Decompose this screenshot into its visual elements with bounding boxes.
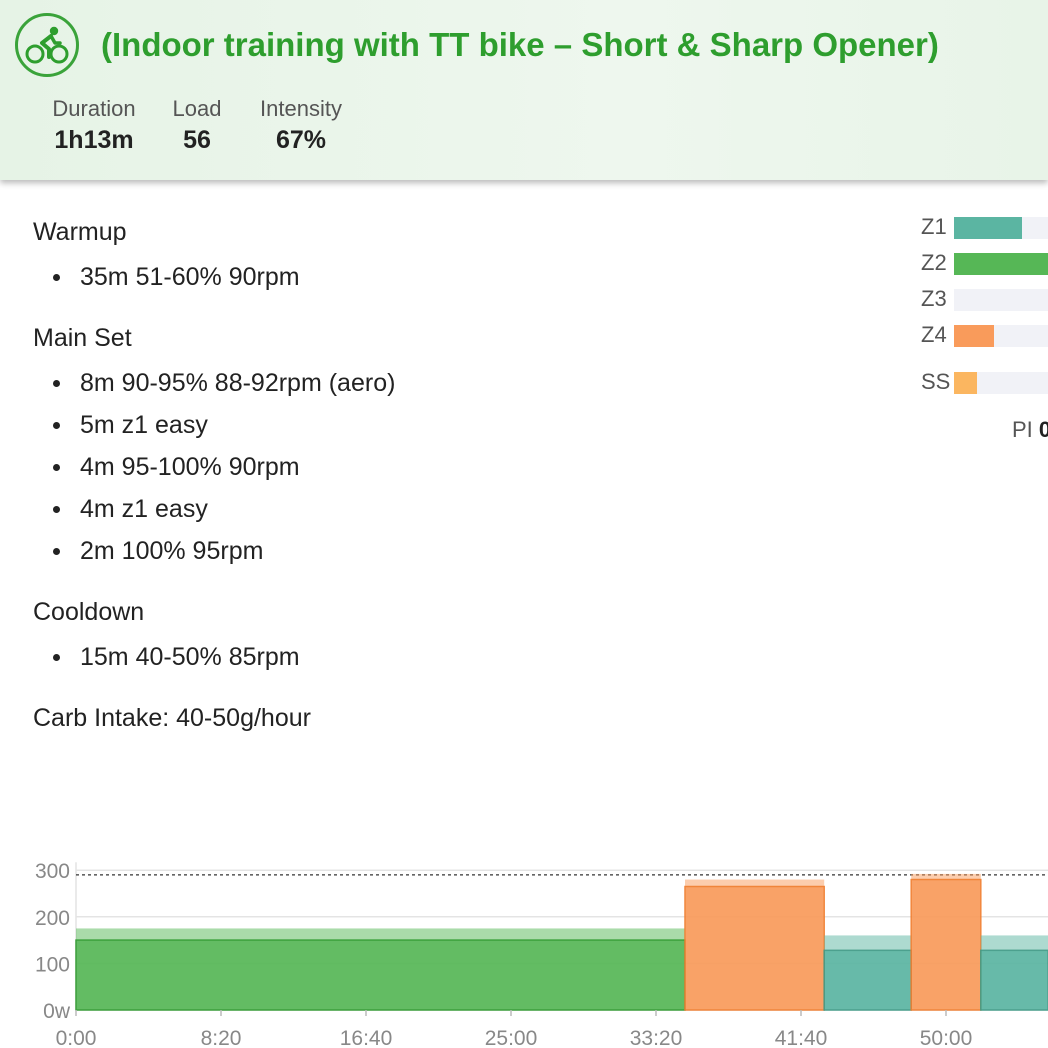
y-tick-label: 100 <box>35 953 70 976</box>
pi-readout: PI 0 <box>1012 417 1048 443</box>
x-tick-label: 8:20 <box>201 1027 242 1048</box>
power-interval-bar <box>980 949 1048 1011</box>
zone-track <box>954 217 1048 239</box>
stat-value: 67% <box>275 126 327 154</box>
zone-label: SS <box>921 369 951 394</box>
step-list: 15m 40-50% 85rpm <box>33 636 395 678</box>
power-interval-bar <box>75 939 686 1011</box>
stat-value: 1h13m <box>54 126 134 154</box>
power-range-band <box>76 928 685 941</box>
stat-value: 56 <box>183 126 211 154</box>
zone-label: Z3 <box>921 286 947 311</box>
zone-label: Z4 <box>921 322 947 347</box>
cycling-icon <box>15 13 79 77</box>
power-range-band <box>980 935 1048 951</box>
power-range-band <box>685 879 825 887</box>
y-tick-label: 200 <box>35 907 70 930</box>
x-tick-label: 16:40 <box>340 1027 393 1048</box>
x-tick-label: 41:40 <box>775 1027 828 1048</box>
step-item: 4m 95-100% 90rpm <box>33 446 395 488</box>
stat-duration: Duration 1h13m <box>48 96 140 155</box>
stat-intensity: Intensity 67% <box>252 96 350 155</box>
y-tick-label: 0w <box>43 1000 71 1023</box>
power-interval-bar <box>684 885 825 1011</box>
x-tick-label: 50:00 <box>920 1027 973 1048</box>
x-tick-label: 0:00 <box>56 1027 97 1048</box>
zone-row-z4: Z4 <box>918 323 1048 347</box>
zone-track <box>954 253 1048 275</box>
zone-row-ss: SS <box>918 370 1048 394</box>
zone-row-z3: Z3 <box>918 287 1048 311</box>
step-item: 4m z1 easy <box>33 488 395 530</box>
zone-bar <box>954 217 1023 239</box>
zone-bar <box>954 325 994 347</box>
power-interval-bar <box>823 949 912 1011</box>
stat-label: Load <box>172 96 222 121</box>
zone-row-z2: Z2 <box>918 251 1048 275</box>
zone-label: Z1 <box>921 214 947 239</box>
y-tick-label: 300 <box>35 860 70 883</box>
step-item: 8m 90-95% 88-92rpm (aero) <box>33 362 395 404</box>
power-range-band <box>824 935 912 951</box>
step-item: 35m 51-60% 90rpm <box>33 256 395 298</box>
power-interval-bar <box>910 878 982 1011</box>
power-range-band <box>911 873 981 880</box>
step-item: 15m 40-50% 85rpm <box>33 636 395 678</box>
zone-label: Z2 <box>921 250 947 275</box>
zone-bar <box>954 372 977 394</box>
carb-intake: Carb Intake: 40-50g/hour <box>33 704 311 732</box>
zone-track <box>954 289 1048 311</box>
step-list: 35m 51-60% 90rpm <box>33 256 395 298</box>
step-item: 2m 100% 95rpm <box>33 530 395 572</box>
pi-label: PI <box>1012 417 1033 442</box>
workout-title: (Indoor training with TT bike – Short & … <box>101 26 939 63</box>
step-list: 8m 90-95% 88-92rpm (aero) 5m z1 easy 4m … <box>33 362 395 572</box>
zone-track <box>954 372 1048 394</box>
x-tick-label: 33:20 <box>630 1027 683 1048</box>
zone-track <box>954 325 1048 347</box>
workout-description: Warmup 35m 51-60% 90rpm Main Set 8m 90-9… <box>33 216 395 734</box>
pi-value: 0 <box>1038 417 1048 442</box>
step-item: 5m z1 easy <box>33 404 395 446</box>
power-chart: 0w 100 200 300 0:00 8:20 16:40 25:00 33:20 41:40 5… <box>35 860 1048 1048</box>
x-tick-label: 25:00 <box>485 1027 538 1048</box>
stat-label: Duration <box>52 96 136 121</box>
section-title: Warmup <box>33 218 127 246</box>
zone-bar <box>954 253 1048 275</box>
section-title: Main Set <box>33 324 132 352</box>
stat-load: Load 56 <box>166 96 228 155</box>
zone-row-z1: Z1 <box>918 215 1048 239</box>
workout-header: (Indoor training with TT bike – Short & … <box>0 0 1048 180</box>
section-title: Cooldown <box>33 598 145 626</box>
stat-label: Intensity <box>260 96 342 121</box>
